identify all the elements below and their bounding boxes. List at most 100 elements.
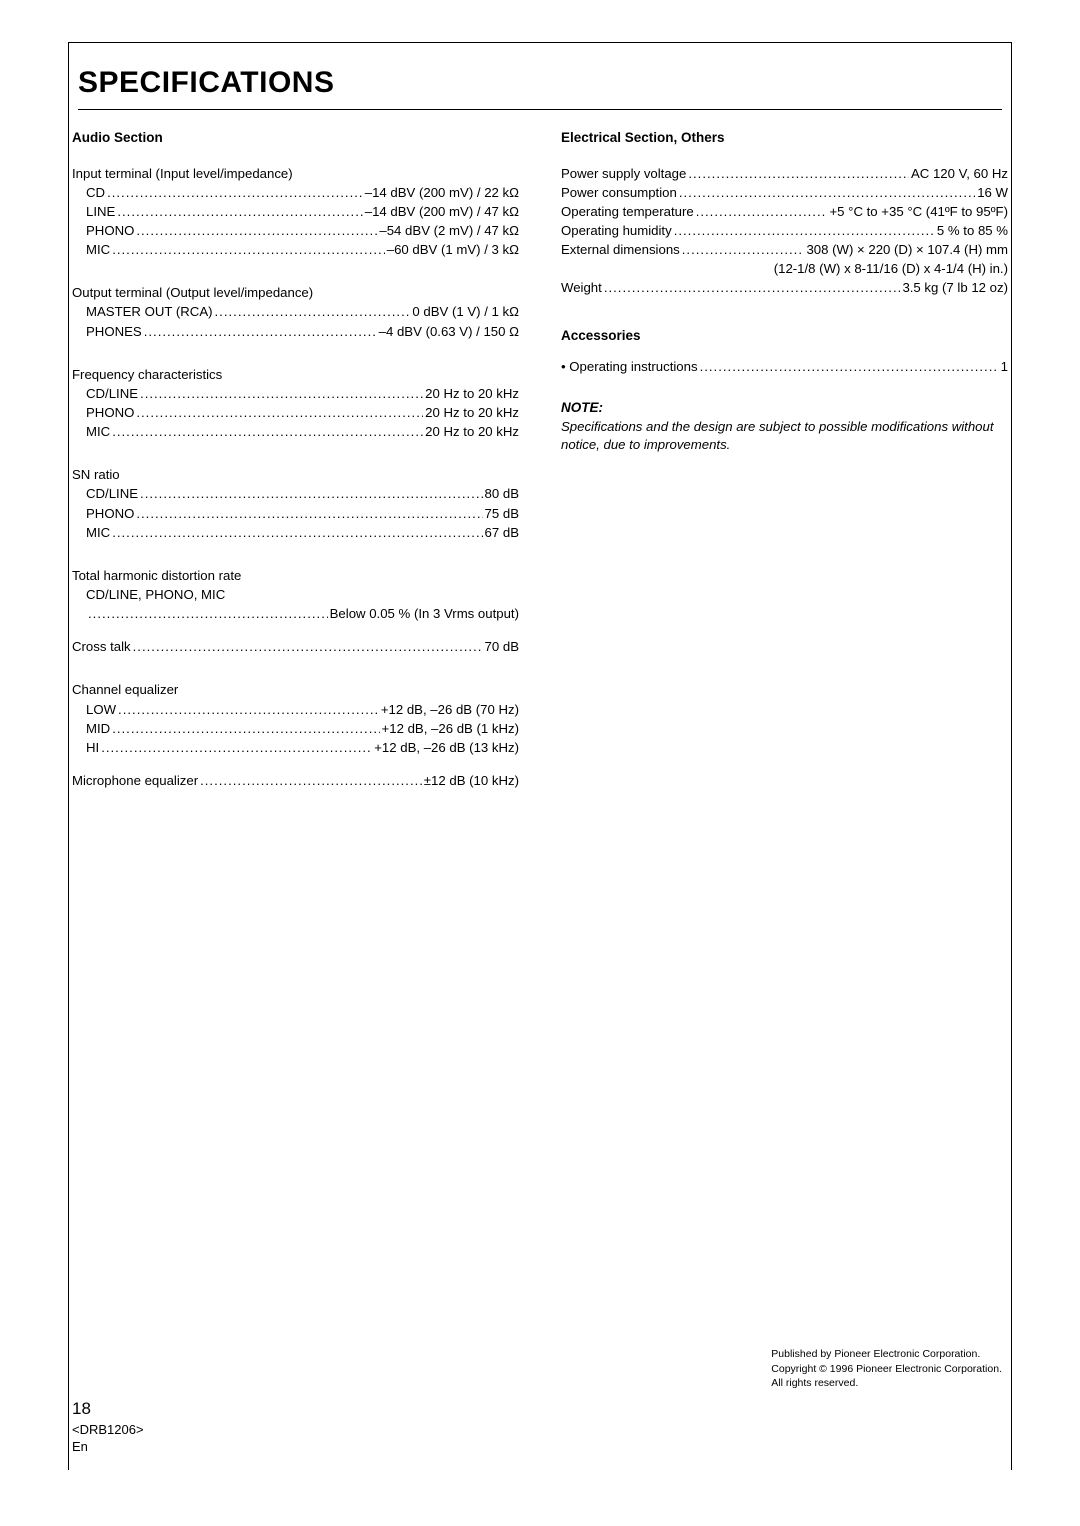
spec-value: 16 W <box>977 183 1008 202</box>
spec-label: PHONES <box>86 322 142 341</box>
electrical-heading: Electrical Section, Others <box>561 128 1008 148</box>
page-title: SPECIFICATIONS <box>78 66 334 100</box>
spec-row: • Operating instructions1 <box>561 357 1008 376</box>
leader-dots <box>112 719 379 738</box>
leader-dots <box>604 278 901 297</box>
audio-heading: Audio Section <box>72 128 519 148</box>
spec-label: Weight <box>561 278 602 297</box>
spec-row: MASTER OUT (RCA)0 dBV (1 V) / 1 kΩ <box>72 302 519 321</box>
channel-eq-title: Channel equalizer <box>72 680 519 699</box>
spec-row: MIC 67 dB <box>72 523 519 542</box>
leader-dots <box>136 504 482 523</box>
spec-label: • Operating instructions <box>561 357 698 376</box>
spec-label: Cross talk <box>72 637 131 656</box>
right-column: Electrical Section, Others Power supply … <box>561 128 1008 790</box>
leader-dots <box>679 183 975 202</box>
leader-dots <box>215 302 411 321</box>
accessories-heading: Accessories <box>561 326 1008 346</box>
doc-code: <DRB1206> <box>72 1421 144 1439</box>
spec-value: 20 Hz to 20 kHz <box>425 422 519 441</box>
spec-label: MIC <box>86 523 110 542</box>
spec-row: CD/LINE 20 Hz to 20 kHz <box>72 384 519 403</box>
leader-dots <box>112 422 423 441</box>
spec-value: +12 dB, –26 dB (1 kHz) <box>382 719 519 738</box>
spec-row: Power consumption 16 W <box>561 183 1008 202</box>
spec-row: LOW +12 dB, –26 dB (70 Hz) <box>72 700 519 719</box>
dims-inches: (12-1/8 (W) x 8-11/16 (D) x 4-1/4 (H) in… <box>561 259 1008 278</box>
spec-value: +12 dB, –26 dB (13 kHz) <box>374 738 519 757</box>
spec-label: CD/LINE <box>86 384 138 403</box>
spec-label: MIC <box>86 422 110 441</box>
spec-label: PHONO <box>86 221 134 240</box>
leader-dots <box>136 221 377 240</box>
spec-value: 0 dBV (1 V) / 1 kΩ <box>412 302 519 321</box>
spec-value: Below 0.05 % (In 3 Vrms output) <box>330 604 519 623</box>
spec-row: Weight 3.5 kg (7 lb 12 oz) <box>561 278 1008 297</box>
spec-label: CD/LINE <box>86 484 138 503</box>
spec-row: HI +12 dB, –26 dB (13 kHz) <box>72 738 519 757</box>
output-terminal-title: Output terminal (Output level/impedance) <box>72 283 519 302</box>
spec-row: Operating humidity 5 % to 85 % <box>561 221 1008 240</box>
spec-label: HI <box>86 738 99 757</box>
leader-dots <box>112 240 385 259</box>
input-terminal-title: Input terminal (Input level/impedance) <box>72 164 519 183</box>
leader-dots <box>200 771 422 790</box>
note-title: NOTE: <box>561 398 1008 418</box>
spec-row: CD –14 dBV (200 mV) / 22 kΩ <box>72 183 519 202</box>
spec-label: Operating temperature <box>561 202 694 221</box>
spec-label: External dimensions <box>561 240 680 259</box>
spec-value: +12 dB, –26 dB (70 Hz) <box>381 700 519 719</box>
spec-label: Microphone equalizer <box>72 771 198 790</box>
title-underline <box>78 109 1002 110</box>
spec-row: PHONO20 Hz to 20 kHz <box>72 403 519 422</box>
freq-title: Frequency characteristics <box>72 365 519 384</box>
spec-label: LOW <box>86 700 116 719</box>
spec-value: 20 Hz to 20 kHz <box>425 384 519 403</box>
spec-label: MID <box>86 719 110 738</box>
spec-value: 308 (W) × 220 (D) × 107.4 (H) mm <box>806 240 1008 259</box>
spec-label: CD <box>86 183 105 202</box>
spec-row: PHONO75 dB <box>72 504 519 523</box>
thd-sub: CD/LINE, PHONO, MIC <box>72 585 519 604</box>
spec-label: Power consumption <box>561 183 677 202</box>
leader-dots <box>136 403 423 422</box>
leader-dots <box>101 738 372 757</box>
spec-label: MIC <box>86 240 110 259</box>
spec-row: PHONES –4 dBV (0.63 V) / 150 Ω <box>72 322 519 341</box>
spec-value: 75 dB <box>485 504 519 523</box>
leader-dots <box>112 523 482 542</box>
spec-value: 80 dB <box>485 484 519 503</box>
spec-row: Cross talk 70 dB <box>72 637 519 656</box>
page-number: 18 <box>72 1398 144 1421</box>
spec-value: AC 120 V, 60 Hz <box>911 164 1008 183</box>
spec-value: –4 dBV (0.63 V) / 150 Ω <box>379 322 519 341</box>
leader-dots <box>88 604 328 623</box>
content-columns: Audio Section Input terminal (Input leve… <box>72 128 1008 790</box>
spec-value: 3.5 kg (7 lb 12 oz) <box>902 278 1008 297</box>
leader-dots <box>118 700 379 719</box>
leader-dots <box>144 322 377 341</box>
lang-code: En <box>72 1438 144 1456</box>
leader-dots <box>140 384 423 403</box>
published-line: Published by Pioneer Electronic Corporat… <box>771 1347 1002 1361</box>
leader-dots <box>133 637 483 656</box>
spec-row: MID +12 dB, –26 dB (1 kHz) <box>72 719 519 738</box>
spec-value: –14 dBV (200 mV) / 22 kΩ <box>365 183 519 202</box>
spec-label: LINE <box>86 202 115 221</box>
leader-dots <box>674 221 935 240</box>
spec-value: –54 dBV (2 mV) / 47 kΩ <box>379 221 519 240</box>
spec-value: 70 dB <box>485 637 519 656</box>
spec-value: 5 % to 85 % <box>937 221 1008 240</box>
spec-row: External dimensions 308 (W) × 220 (D) × 1… <box>561 240 1008 259</box>
spec-row: Microphone equalizer±12 dB (10 kHz) <box>72 771 519 790</box>
spec-label: Operating humidity <box>561 221 672 240</box>
left-column: Audio Section Input terminal (Input leve… <box>72 128 519 790</box>
spec-value: +5 °C to +35 °C (41ºF to 95ºF) <box>829 202 1008 221</box>
page-footer: 18 <DRB1206> En <box>72 1398 144 1456</box>
published-line: All rights reserved. <box>771 1376 1002 1390</box>
published-block: Published by Pioneer Electronic Corporat… <box>771 1347 1002 1390</box>
leader-dots <box>688 164 909 183</box>
leader-dots <box>140 484 483 503</box>
spec-row: LINE–14 dBV (200 mV) / 47 kΩ <box>72 202 519 221</box>
spec-value: 67 dB <box>485 523 519 542</box>
